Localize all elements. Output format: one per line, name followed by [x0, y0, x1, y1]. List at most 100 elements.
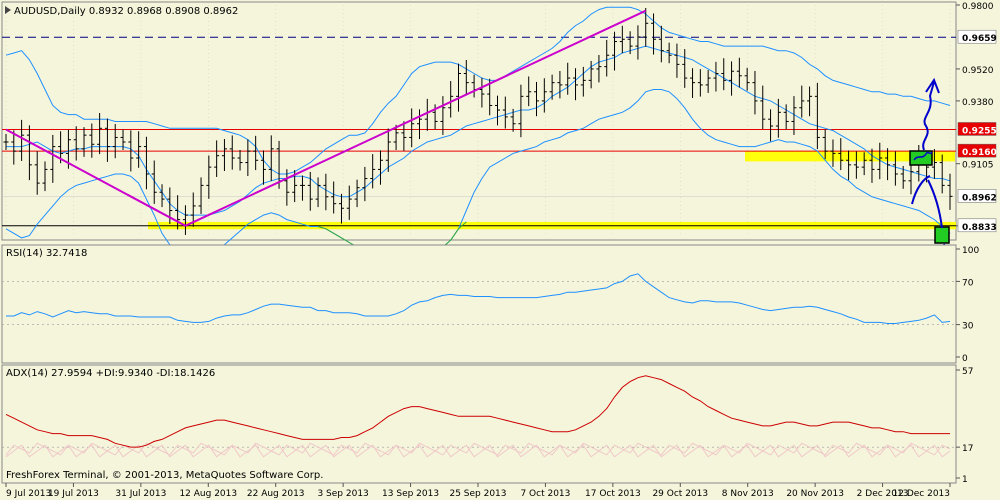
rsi-title: RSI(14) 32.7418: [6, 248, 87, 259]
ohlc-bar: [385, 128, 391, 172]
adx-series-line: [5, 375, 950, 448]
ohlc-bar: [822, 129, 828, 160]
trendline: [5, 128, 186, 227]
ohlc-bar: [565, 62, 571, 95]
ohlc-bar: [502, 96, 508, 129]
time-tick-label: 3 Sep 2013: [317, 489, 368, 499]
ohlc-bar: [206, 155, 212, 199]
ohlc-bar: [768, 109, 774, 142]
ohlc-bar: [307, 171, 313, 211]
ohlc-bar: [143, 136, 149, 190]
adx-tick-label: 57: [962, 367, 973, 377]
ohlc-bar: [479, 77, 485, 108]
time-tick-label: 19 Jul 2013: [48, 489, 99, 499]
time-tick-label: 9 Jul 2013: [6, 489, 51, 499]
ohlc-bar: [892, 151, 898, 186]
adx-panel: ADX(14) 27.9594 +DI:9.9340 -DI:18.1426 F…: [1, 364, 957, 484]
ohlc-bar: [853, 151, 859, 179]
ohlc-bar: [908, 160, 914, 195]
ohlc-bar: [323, 173, 329, 211]
adx-tick-label: 1: [962, 475, 968, 485]
ohlc-bar: [713, 61, 719, 92]
price-label: 0.8962: [962, 193, 997, 203]
ohlc-bar: [534, 81, 540, 117]
ohlc-bar: [783, 104, 789, 130]
ohlc-bar: [573, 68, 579, 101]
up-arrow: [922, 81, 935, 151]
rsi-tick-label: 0: [962, 354, 968, 364]
price-label: 0.8833: [962, 223, 997, 233]
ohlc-bar: [705, 70, 711, 93]
main-panel-border: [1, 1, 957, 241]
copyright: FreshForex Terminal, © 2001-2013, MetaQu…: [6, 470, 323, 481]
ohlc-bar: [409, 108, 415, 148]
rsi-series-line: [6, 273, 951, 324]
bollinger-upper: [5, 6, 951, 175]
ohlc-bar: [627, 31, 633, 55]
ohlc-bar: [237, 150, 243, 171]
main-panel: AUDUSD,Daily 0.8932 0.8968 0.8908 0.8962: [1, 1, 957, 283]
ohlc-bar: [190, 192, 196, 227]
ohlc-bar: [104, 118, 110, 162]
rsi-panel-border: [1, 244, 957, 364]
ohlc-bar: [541, 78, 547, 113]
ohlc-bar: [487, 78, 493, 116]
ohlc-bar: [752, 70, 758, 115]
price-label: 0.9160: [962, 148, 997, 158]
ohlc-bar: [73, 126, 79, 161]
time-tick-label: 20 Nov 2013: [786, 489, 844, 499]
ohlc-bar: [518, 84, 524, 138]
wave-mark: [913, 151, 933, 161]
title-arrow-icon: [5, 6, 11, 14]
ohlc-bar: [448, 81, 454, 118]
ohlc-bar: [299, 175, 305, 201]
ohlc-bar: [463, 60, 469, 95]
ohlc-bar: [19, 119, 25, 161]
ohlc-bar: [151, 160, 157, 204]
ohlc-bar: [580, 66, 586, 97]
minus-di-line: [5, 444, 951, 458]
ohlc-bar: [245, 139, 251, 177]
time-tick-label: 29 Oct 2013: [652, 489, 708, 499]
bollinger-lower: [5, 89, 951, 257]
price-label-box: [957, 189, 997, 203]
time-tick-label: 25 Sep 2013: [449, 489, 506, 499]
ohlc-bar: [658, 25, 664, 63]
ohlc-bar: [760, 85, 766, 129]
resistance-zone: [745, 151, 955, 162]
price-axis: 0.9800 0.9520 0.9380 0.9105 0.8833 0.9659 0.92…: [956, 2, 997, 233]
rsi-panel: RSI(14) 32.7418: [1, 244, 957, 364]
ohlc-bar: [596, 55, 602, 83]
ohlc-bar: [612, 31, 618, 71]
ohlc-bar: [799, 85, 805, 118]
ohlc-bars: [3, 7, 953, 235]
ohlc-bar: [214, 140, 220, 177]
ohlc-bar: [604, 39, 610, 77]
ohlc-bar: [120, 129, 126, 150]
ohlc-bar: [814, 82, 820, 150]
ohlc-bar: [253, 135, 259, 171]
ohlc-bar: [338, 193, 344, 224]
ohlc-bar: [666, 42, 672, 64]
ohlc-bar: [775, 98, 781, 138]
ohlc-bar: [50, 134, 56, 183]
ohlc-bar: [97, 113, 103, 155]
ohlc-bar: [416, 109, 422, 140]
ohlc-bar: [861, 152, 867, 176]
ohlc-bar: [3, 134, 9, 150]
ohlc-bar: [643, 7, 649, 47]
ohlc-bar: [354, 179, 360, 208]
ohlc-bar: [221, 139, 227, 172]
price-label-box: [957, 122, 997, 136]
ohlc-bar: [651, 13, 657, 55]
ohlc-bar: [315, 177, 321, 208]
ohlc-bar: [588, 60, 594, 89]
ohlc-bar: [557, 70, 563, 99]
ohlc-bar: [931, 149, 937, 179]
ohlc-bar: [526, 76, 532, 107]
rsi-tick-label: 70: [962, 278, 974, 288]
ohlc-bar: [362, 166, 368, 202]
ohlc-bar: [268, 135, 274, 182]
ohlc-bar: [346, 185, 352, 220]
